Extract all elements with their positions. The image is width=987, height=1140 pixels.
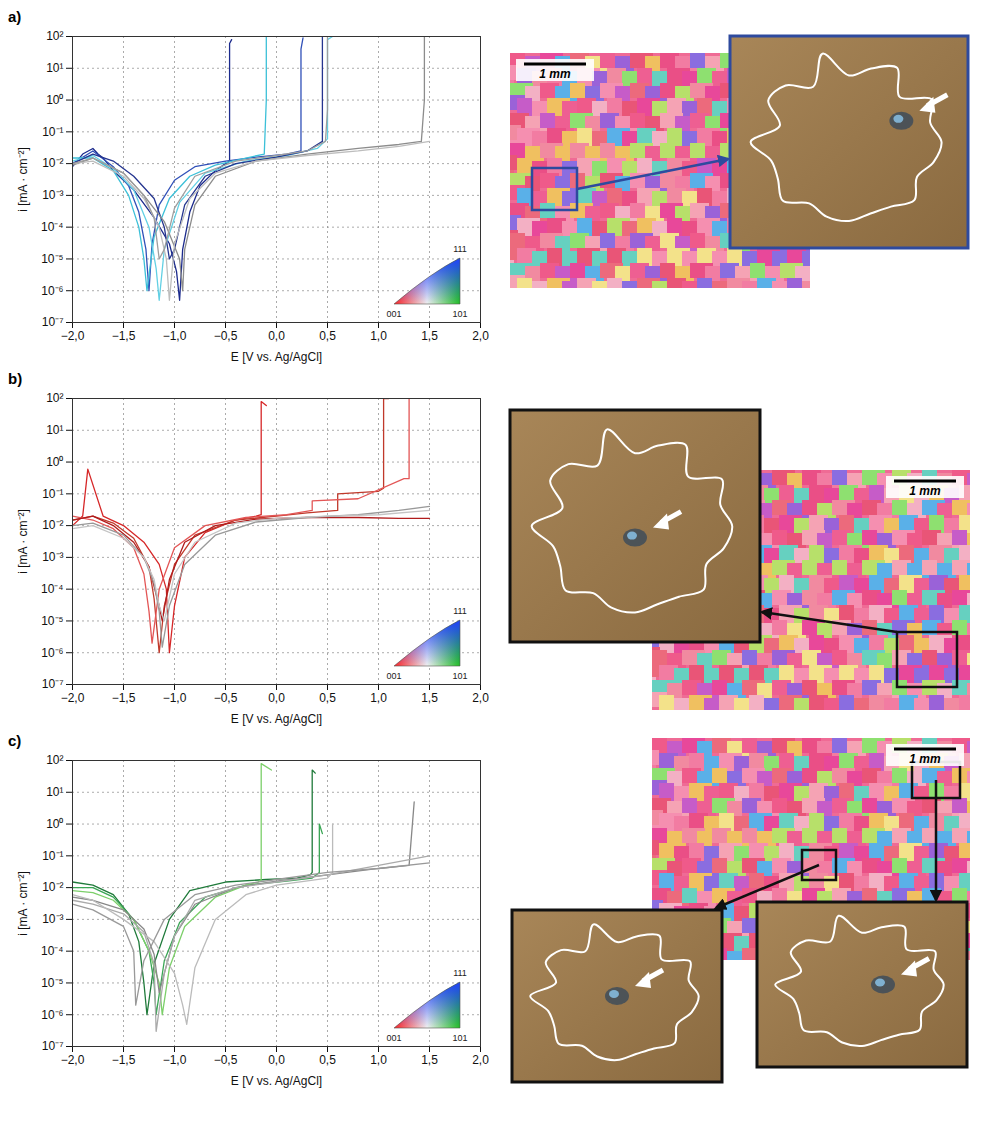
svg-text:1,5: 1,5: [421, 329, 438, 343]
svg-text:−0,5: −0,5: [214, 1053, 238, 1067]
svg-text:2,0: 2,0: [472, 1053, 489, 1067]
svg-text:1,5: 1,5: [421, 691, 438, 705]
svg-text:10⁻⁷: 10⁻⁷: [42, 677, 64, 691]
svg-text:i [mA · cm⁻²]: i [mA · cm⁻²]: [16, 871, 30, 936]
svg-text:10⁻⁴: 10⁻⁴: [41, 582, 64, 596]
svg-text:10⁻⁶: 10⁻⁶: [41, 284, 63, 298]
svg-text:10²: 10²: [46, 753, 63, 767]
svg-text:10⁻¹: 10⁻¹: [42, 849, 63, 863]
svg-text:−0,5: −0,5: [214, 691, 238, 705]
svg-text:−1,5: −1,5: [112, 329, 136, 343]
svg-text:0,5: 0,5: [319, 1053, 336, 1067]
svg-text:−1,0: −1,0: [163, 691, 187, 705]
svg-text:E [V vs. Ag/AgCl]: E [V vs. Ag/AgCl]: [231, 712, 322, 726]
svg-text:−2,0: −2,0: [61, 329, 85, 343]
svg-text:001: 001: [386, 1033, 401, 1043]
svg-text:10¹: 10¹: [46, 61, 63, 75]
svg-text:10⁻⁵: 10⁻⁵: [41, 976, 63, 990]
svg-text:10⁻²: 10⁻²: [42, 880, 63, 894]
svg-text:1,5: 1,5: [421, 1053, 438, 1067]
svg-text:−1,0: −1,0: [163, 329, 187, 343]
svg-text:−1,5: −1,5: [112, 1053, 136, 1067]
svg-text:10²: 10²: [46, 391, 63, 405]
svg-text:10⁻²: 10⁻²: [42, 156, 63, 170]
svg-text:10⁻³: 10⁻³: [42, 550, 63, 564]
html-text:b): b): [8, 370, 23, 387]
svg-text:10¹: 10¹: [46, 785, 63, 799]
svg-text:−1,5: −1,5: [112, 691, 136, 705]
svg-text:111: 111: [453, 968, 467, 978]
svg-text:1,0: 1,0: [370, 691, 387, 705]
svg-text:0,0: 0,0: [268, 691, 285, 705]
html-text:a): a): [8, 8, 22, 25]
svg-text:10⁻⁷: 10⁻⁷: [42, 1039, 64, 1053]
svg-text:001: 001: [386, 671, 401, 681]
svg-text:10⁻⁶: 10⁻⁶: [41, 1008, 63, 1022]
svg-text:10⁰: 10⁰: [46, 817, 63, 831]
svg-text:2,0: 2,0: [472, 691, 489, 705]
svg-text:10⁻¹: 10⁻¹: [42, 487, 63, 501]
svg-text:10⁻¹: 10⁻¹: [42, 125, 63, 139]
svg-text:−0,5: −0,5: [214, 329, 238, 343]
svg-text:10²: 10²: [46, 29, 63, 43]
svg-text:i [mA · cm⁻²]: i [mA · cm⁻²]: [16, 147, 30, 212]
svg-text:0,5: 0,5: [319, 329, 336, 343]
svg-text:101: 101: [452, 671, 467, 681]
svg-text:0,0: 0,0: [268, 329, 285, 343]
svg-text:10⁻⁶: 10⁻⁶: [41, 646, 63, 660]
svg-text:E [V vs. Ag/AgCl]: E [V vs. Ag/AgCl]: [231, 350, 322, 364]
svg-text:0,0: 0,0: [268, 1053, 285, 1067]
svg-text:1 mm: 1 mm: [909, 752, 941, 766]
svg-text:2,0: 2,0: [472, 329, 489, 343]
svg-text:i [mA · cm⁻²]: i [mA · cm⁻²]: [16, 509, 30, 574]
svg-text:10⁻⁵: 10⁻⁵: [41, 614, 63, 628]
svg-text:10⁻³: 10⁻³: [42, 912, 63, 926]
svg-text:101: 101: [452, 309, 467, 319]
svg-text:10⁻⁴: 10⁻⁴: [41, 944, 64, 958]
svg-text:10⁰: 10⁰: [46, 455, 63, 469]
svg-text:−2,0: −2,0: [61, 691, 85, 705]
svg-text:1,0: 1,0: [370, 1053, 387, 1067]
svg-text:001: 001: [386, 309, 401, 319]
svg-text:1 mm: 1 mm: [909, 484, 941, 498]
svg-text:10⁻³: 10⁻³: [42, 188, 63, 202]
svg-text:10⁻²: 10⁻²: [42, 518, 63, 532]
svg-text:10⁰: 10⁰: [46, 93, 63, 107]
svg-text:111: 111: [453, 244, 467, 254]
svg-text:0,5: 0,5: [319, 691, 336, 705]
svg-text:1 mm: 1 mm: [539, 67, 571, 81]
svg-text:101: 101: [452, 1033, 467, 1043]
html-text:c): c): [8, 732, 22, 749]
svg-text:−2,0: −2,0: [61, 1053, 85, 1067]
svg-text:−1,0: −1,0: [163, 1053, 187, 1067]
svg-text:10¹: 10¹: [46, 423, 63, 437]
svg-text:E [V vs. Ag/AgCl]: E [V vs. Ag/AgCl]: [231, 1074, 322, 1088]
svg-text:10⁻⁴: 10⁻⁴: [41, 220, 64, 234]
svg-text:10⁻⁵: 10⁻⁵: [41, 252, 63, 266]
svg-text:10⁻⁷: 10⁻⁷: [42, 315, 64, 329]
svg-text:111: 111: [453, 606, 467, 616]
svg-text:1,0: 1,0: [370, 329, 387, 343]
